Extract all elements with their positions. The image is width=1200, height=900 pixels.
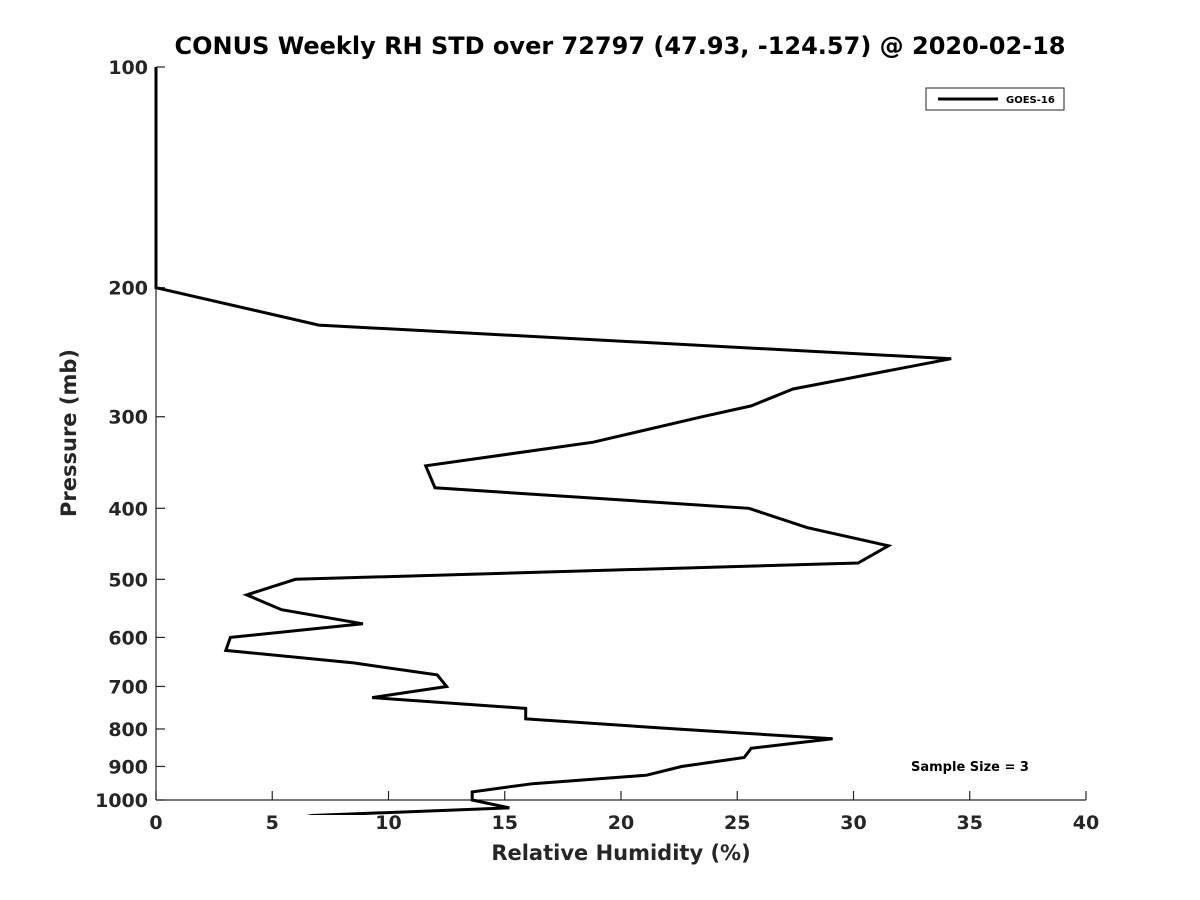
y-tick-label: 300 — [108, 407, 148, 429]
y-tick-label: 400 — [108, 498, 148, 520]
x-tick-label: 35 — [957, 812, 983, 834]
series-line-goes-16 — [154, 67, 952, 815]
x-tick-label: 25 — [724, 812, 750, 834]
x-tick-label: 20 — [608, 812, 634, 834]
y-axis-label: Pressure (mb) — [57, 349, 81, 517]
y-ticks: 100 200 300 400 500 600 700 800 900 1000 — [95, 57, 165, 812]
y-tick-label: 1000 — [95, 790, 148, 812]
chart-title: CONUS Weekly RH STD over 72797 (47.93, -… — [174, 32, 1065, 60]
legend: GOES-16 — [925, 87, 1065, 111]
y-tick-label: 700 — [108, 676, 148, 698]
x-tick-label: 0 — [149, 812, 162, 834]
x-ticks: 0 5 10 15 20 25 30 35 40 — [149, 791, 1099, 834]
sample-size-annotation: Sample Size = 3 — [911, 760, 1029, 775]
y-tick-label: 900 — [108, 756, 148, 778]
y-tick-label: 600 — [108, 627, 148, 649]
x-tick-label: 30 — [840, 812, 866, 834]
y-tick-label: 200 — [108, 278, 148, 300]
y-tick-label: 500 — [108, 569, 148, 591]
y-tick-label: 800 — [108, 719, 148, 741]
x-tick-label: 40 — [1073, 812, 1099, 834]
legend-entry-label: GOES-16 — [1006, 95, 1055, 106]
x-tick-label: 15 — [492, 812, 518, 834]
x-tick-label: 10 — [375, 812, 401, 834]
axes — [155, 67, 1086, 801]
series-group — [154, 67, 952, 815]
y-tick-label: 100 — [108, 57, 148, 79]
x-axis-label: Relative Humidity (%) — [491, 841, 750, 865]
x-tick-label: 5 — [266, 812, 279, 834]
